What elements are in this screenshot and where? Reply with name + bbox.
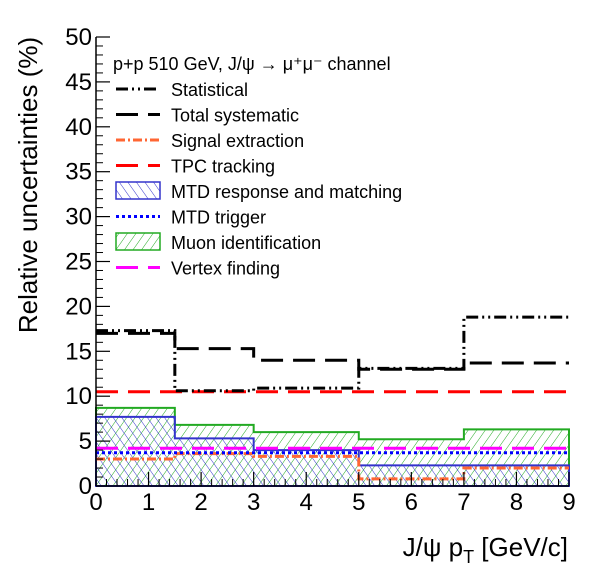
legend-label-muon-identification: Muon identification	[171, 233, 321, 253]
y-tick-label: 40	[65, 114, 92, 141]
x-tick-label: 9	[562, 489, 575, 516]
y-tick-label: 45	[65, 69, 92, 96]
legend-label-tpc-tracking: TPC tracking	[171, 157, 275, 177]
legend-swatch-muon-identification	[115, 232, 161, 251]
legend-label-vertex-finding: Vertex finding	[171, 259, 280, 279]
x-axis-title: J/ψ pT [GeV/c]	[403, 532, 568, 567]
legend-label-total-systematic: Total systematic	[171, 106, 299, 126]
y-axis-title: Relative uncertainties (%)	[13, 37, 43, 333]
y-tick-label: 5	[79, 428, 92, 455]
y-tick-label: 0	[79, 473, 92, 500]
x-tick-label: 3	[247, 489, 260, 516]
x-tick-label: 4	[300, 489, 313, 516]
x-tick-label: 0	[89, 489, 102, 516]
legend-label-signal-extraction: Signal extraction	[171, 131, 304, 151]
legend-label-mtd-trigger: MTD trigger	[171, 208, 266, 228]
legend-label-mtd-response-and-matching: MTD response and matching	[171, 182, 402, 202]
y-tick-label: 30	[65, 204, 92, 231]
x-tick-label: 5	[352, 489, 365, 516]
legend-swatch-mtd-response-and-matching	[115, 181, 161, 200]
x-axis-title-sub: T	[463, 547, 474, 567]
series-layer	[95, 315, 570, 487]
y-tick-label: 15	[65, 338, 92, 365]
y-tick-label: 10	[65, 383, 92, 410]
x-tick-label: 7	[457, 489, 470, 516]
y-tick-label: 35	[65, 159, 92, 186]
y-tick-label: 25	[65, 249, 92, 276]
x-axis-title-main: J/ψ p	[403, 532, 463, 562]
series-statistical	[96, 315, 569, 393]
y-tick-label: 20	[65, 293, 92, 320]
series-total-systematic	[96, 331, 569, 371]
legend-label-statistical: Statistical	[171, 80, 248, 100]
x-tick-label: 8	[510, 489, 523, 516]
chart-header: p+p 510 GeV, J/ψ → μ⁺μ⁻ channel	[113, 54, 391, 74]
x-tick-label: 2	[194, 489, 207, 516]
legend: Statistical Total systematic Signal extrac…	[115, 80, 402, 279]
x-tick-label: 1	[142, 489, 155, 516]
x-axis-title-unit: [GeV/c]	[474, 532, 568, 562]
x-tick-label: 6	[405, 489, 418, 516]
y-tick-label: 50	[65, 24, 92, 51]
